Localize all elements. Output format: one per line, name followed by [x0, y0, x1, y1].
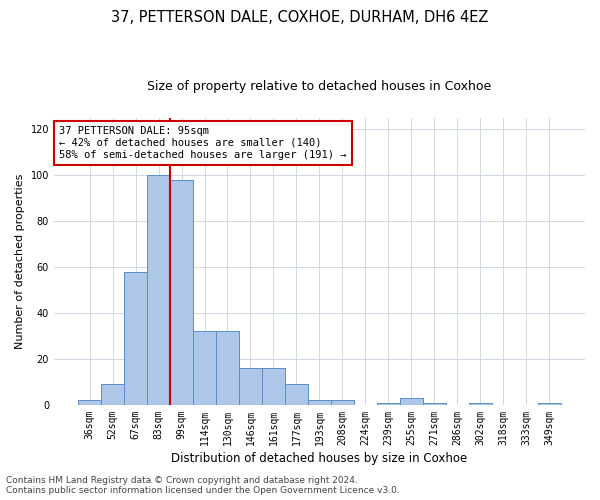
- Y-axis label: Number of detached properties: Number of detached properties: [15, 174, 25, 349]
- Bar: [216, 332, 239, 405]
- Text: 37 PETTERSON DALE: 95sqm
← 42% of detached houses are smaller (140)
58% of semi-: 37 PETTERSON DALE: 95sqm ← 42% of detach…: [59, 126, 347, 160]
- Bar: [78, 400, 101, 405]
- Bar: [538, 402, 561, 405]
- Bar: [193, 332, 216, 405]
- Bar: [423, 402, 446, 405]
- Bar: [331, 400, 354, 405]
- Text: 37, PETTERSON DALE, COXHOE, DURHAM, DH6 4EZ: 37, PETTERSON DALE, COXHOE, DURHAM, DH6 …: [112, 10, 488, 25]
- Bar: [124, 272, 147, 405]
- Bar: [400, 398, 423, 405]
- Bar: [469, 402, 492, 405]
- Bar: [147, 175, 170, 405]
- Bar: [308, 400, 331, 405]
- Bar: [262, 368, 285, 405]
- Bar: [285, 384, 308, 405]
- X-axis label: Distribution of detached houses by size in Coxhoe: Distribution of detached houses by size …: [172, 452, 467, 465]
- Bar: [377, 402, 400, 405]
- Title: Size of property relative to detached houses in Coxhoe: Size of property relative to detached ho…: [148, 80, 491, 93]
- Bar: [170, 180, 193, 405]
- Text: Contains HM Land Registry data © Crown copyright and database right 2024.
Contai: Contains HM Land Registry data © Crown c…: [6, 476, 400, 495]
- Bar: [239, 368, 262, 405]
- Bar: [101, 384, 124, 405]
